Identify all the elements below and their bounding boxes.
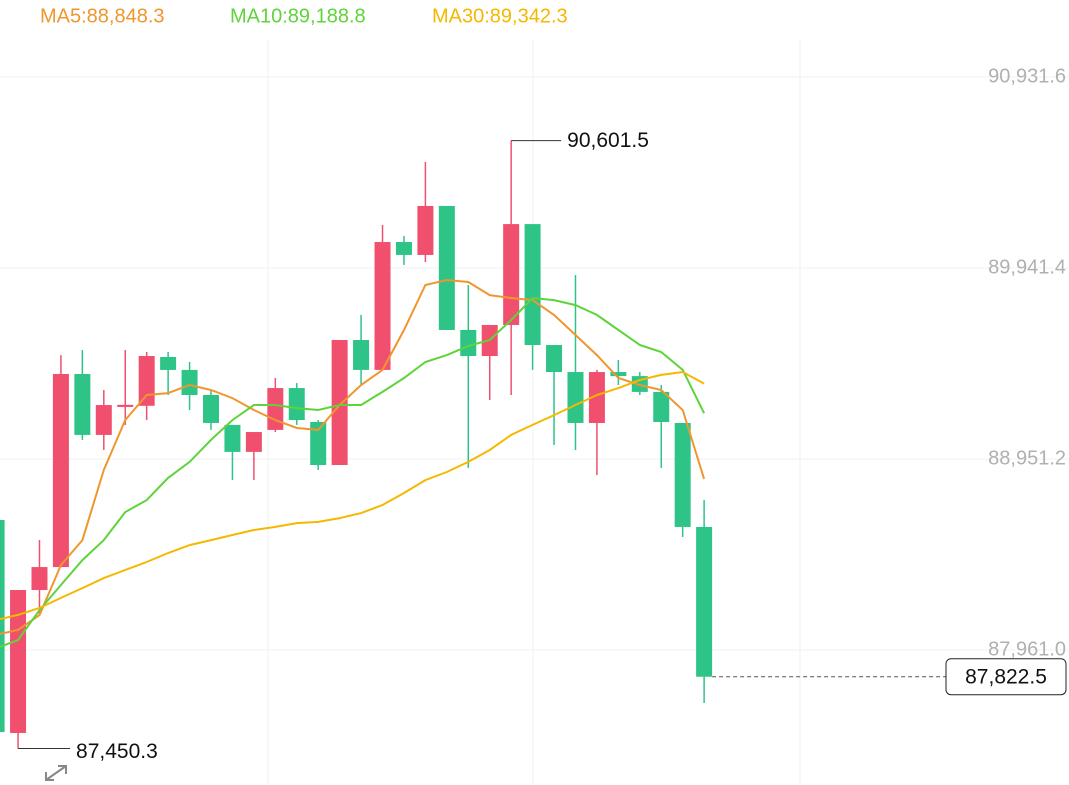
candle-body	[503, 224, 520, 325]
candle-body	[395, 242, 412, 255]
ma-line	[0, 296, 705, 648]
y-tick-label: 88,951.2	[988, 447, 1066, 469]
candle-body	[10, 590, 27, 733]
candle-body	[224, 424, 241, 452]
last-price-label: 87,822.5	[965, 665, 1047, 688]
candle-body	[74, 373, 91, 435]
legend-entry: MA30:89,342.3	[432, 5, 568, 27]
candle-body	[353, 340, 370, 370]
candle-body	[95, 405, 112, 435]
candle-body	[417, 205, 434, 255]
candle-body	[288, 388, 305, 421]
candle-body	[588, 372, 605, 423]
ma-line	[0, 370, 705, 621]
candle-body	[52, 373, 69, 568]
candle-body	[696, 526, 713, 677]
candle-body	[438, 205, 455, 330]
candle-body	[245, 432, 262, 452]
candle-body	[674, 422, 691, 527]
candle-body	[374, 242, 391, 370]
low-label: 87,450.3	[76, 740, 158, 763]
candle-body	[610, 372, 627, 377]
legend-entry: MA5:88,848.3	[40, 5, 165, 27]
candle-body	[0, 519, 5, 732]
candle-body	[460, 329, 477, 357]
candle-body	[138, 356, 155, 406]
candle-body	[267, 388, 284, 430]
legend-entry: MA10:89,188.8	[230, 5, 366, 27]
y-tick-label: 87,961.0	[988, 638, 1066, 660]
candle-body	[117, 404, 134, 407]
candle-body	[524, 224, 541, 346]
y-tick-label: 89,941.4	[988, 256, 1066, 278]
candle-body	[331, 340, 348, 466]
candle-body	[653, 391, 670, 423]
high-label: 90,601.5	[567, 129, 649, 152]
last-price-box	[945, 658, 1067, 696]
ma-line	[0, 278, 706, 636]
candle-body	[31, 567, 48, 591]
y-tick-label: 90,931.6	[988, 65, 1066, 87]
expand-icon[interactable]	[45, 765, 67, 781]
candle-body	[181, 369, 198, 395]
candle-body	[160, 356, 177, 370]
candle-body	[546, 345, 563, 373]
candle-body	[203, 394, 219, 423]
candle-body	[310, 422, 327, 466]
candle-body	[567, 372, 584, 423]
